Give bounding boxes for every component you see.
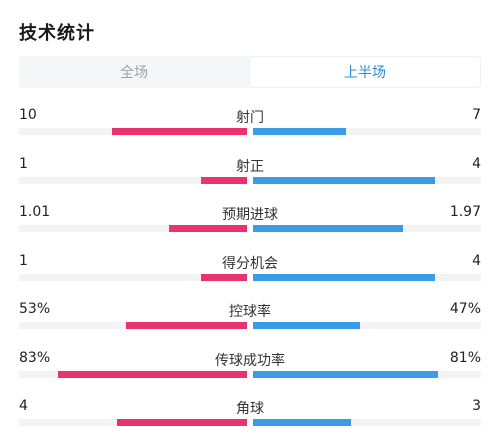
away-bar-track bbox=[253, 419, 481, 426]
stat-label: 射正 bbox=[236, 158, 264, 175]
away-value: 81% bbox=[449, 349, 481, 366]
stat-row-corners: 4 角球 3 bbox=[19, 394, 481, 440]
stats-list: 10 射门 7 1 射正 4 1.01 预期进球 1.97 1 得分机会 4 5… bbox=[19, 103, 481, 440]
stat-row-pass-accuracy: 83% 传球成功率 81% bbox=[19, 346, 481, 395]
home-value: 10 bbox=[19, 107, 37, 123]
away-bar-track bbox=[253, 322, 481, 329]
away-value: 47% bbox=[449, 301, 481, 317]
away-bar-track bbox=[253, 273, 481, 281]
home-bar-track bbox=[19, 419, 247, 426]
stat-label: 得分机会 bbox=[222, 255, 278, 272]
away-bar bbox=[253, 370, 438, 378]
home-value: 4 bbox=[19, 398, 28, 414]
home-value: 1 bbox=[19, 155, 28, 172]
away-bar bbox=[253, 225, 404, 232]
stat-label: 预期进球 bbox=[222, 207, 278, 223]
tab-first-half[interactable]: 上半场 bbox=[249, 56, 481, 88]
home-bar bbox=[126, 322, 247, 329]
away-bar bbox=[253, 322, 361, 329]
home-bar bbox=[201, 176, 247, 184]
home-bar-track bbox=[19, 322, 247, 329]
away-bar-track bbox=[253, 176, 481, 184]
away-bar bbox=[253, 176, 436, 184]
stat-row-expected-goals: 1.01 预期进球 1.97 bbox=[19, 200, 481, 249]
period-tabs: 全场 上半场 bbox=[19, 56, 481, 88]
home-bar bbox=[169, 225, 247, 232]
home-bar bbox=[201, 273, 247, 281]
home-bar bbox=[112, 128, 247, 135]
home-bar-track bbox=[19, 370, 247, 378]
page-title: 技术统计 bbox=[19, 23, 95, 44]
away-bar bbox=[253, 273, 436, 281]
stat-row-possession: 53% 控球率 47% bbox=[19, 297, 481, 346]
home-bar bbox=[57, 370, 247, 378]
home-bar-track bbox=[19, 273, 247, 281]
home-value: 83% bbox=[19, 349, 51, 366]
away-bar bbox=[253, 419, 352, 426]
tab-full-match[interactable]: 全场 bbox=[120, 65, 148, 81]
stat-row-chances: 1 得分机会 4 bbox=[19, 249, 481, 298]
home-bar bbox=[117, 419, 247, 426]
stat-label: 传球成功率 bbox=[215, 352, 285, 369]
home-value: 1.01 bbox=[19, 204, 51, 220]
home-value: 1 bbox=[19, 252, 28, 269]
home-bar-track bbox=[19, 128, 247, 135]
away-bar-track bbox=[253, 128, 481, 135]
stat-label: 射门 bbox=[236, 110, 264, 126]
stat-label: 角球 bbox=[236, 401, 264, 417]
stat-row-shots-on-target: 1 射正 4 bbox=[19, 152, 481, 201]
stat-label: 控球率 bbox=[229, 304, 271, 320]
away-bar bbox=[253, 128, 347, 135]
away-value: 4 bbox=[472, 155, 481, 172]
away-value: 1.97 bbox=[449, 204, 481, 220]
away-bar-track bbox=[253, 370, 481, 378]
away-value: 3 bbox=[472, 398, 481, 414]
stat-row-shots: 10 射门 7 bbox=[19, 103, 481, 152]
home-value: 53% bbox=[19, 301, 51, 317]
away-value: 7 bbox=[472, 107, 481, 123]
away-value: 4 bbox=[472, 252, 481, 269]
away-bar-track bbox=[253, 225, 481, 232]
home-bar-track bbox=[19, 176, 247, 184]
home-bar-track bbox=[19, 225, 247, 232]
